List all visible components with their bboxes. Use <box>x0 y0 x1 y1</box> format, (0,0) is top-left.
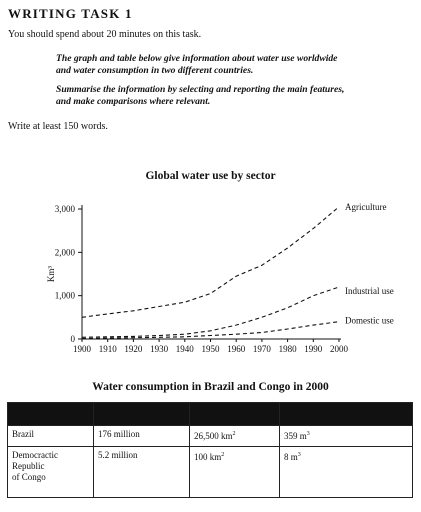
country-cell: Democractic Republic of Congo <box>7 446 94 498</box>
y-tick-label: 2,000 <box>55 247 76 257</box>
table-header-row <box>7 402 413 426</box>
water-per-person-cell: 8 m3 <box>279 446 413 498</box>
instruction-1-line-2: and water consumption in two different c… <box>56 64 254 76</box>
x-tick-label: 1900 <box>73 344 92 354</box>
y-tick-label: 1,000 <box>55 291 76 301</box>
instruction-1-line-1: The graph and table below give informati… <box>56 53 338 64</box>
time-note: You should spend about 20 minutes on thi… <box>8 29 202 40</box>
population-cell: 176 million <box>93 425 190 447</box>
header-cell <box>7 402 94 426</box>
x-tick-label: 1970 <box>253 344 272 354</box>
x-tick-label: 1980 <box>279 344 298 354</box>
table-title: Water consumption in Brazil and Congo in… <box>92 381 329 393</box>
line-chart: 0 1,000 2,000 3,000 1900 1910 1920 1930 1940 1950… <box>46 202 394 354</box>
water-per-person-cell: 359 m3 <box>279 425 413 447</box>
series-line-industrial-use <box>81 286 340 338</box>
header-cell <box>93 402 190 426</box>
header-cell <box>189 402 280 426</box>
x-tick-label: 1990 <box>304 344 323 354</box>
y-axis-label: Km³ <box>46 266 56 283</box>
chart-title: Global water use by sector <box>145 170 276 182</box>
series-label: Domestic use <box>345 316 394 326</box>
table-row: Democractic Republic of Congo 5.2 millio… <box>7 446 413 498</box>
x-tick-label: 1940 <box>176 344 195 354</box>
series-line-agriculture <box>81 206 340 318</box>
word-note: Write at least 150 words. <box>8 121 108 132</box>
x-tick-label: 1960 <box>227 344 246 354</box>
x-tick-label: 1910 <box>99 344 118 354</box>
x-tick-label: 1950 <box>202 344 221 354</box>
header-cell <box>279 402 413 426</box>
water-consumption-table: Brazil 176 million 26,500 km2 359 m3 Dem… <box>7 402 413 498</box>
instruction-2-line-2: and make comparisons where relevant. <box>56 95 211 107</box>
series-label: Agriculture <box>345 202 386 212</box>
table-row: Brazil 176 million 26,500 km2 359 m3 <box>7 425 413 447</box>
series-line-domestic-use <box>81 321 340 340</box>
irrigated-land-cell: 26,500 km2 <box>189 425 280 447</box>
population-cell: 5.2 million <box>93 446 190 498</box>
x-tick-label: 2000 <box>330 344 349 354</box>
y-tick-label: 3,000 <box>55 204 76 214</box>
instruction-2-line-1: Summarise the information by selecting a… <box>56 84 345 95</box>
x-tick-label: 1930 <box>150 344 169 354</box>
x-tick-label: 1920 <box>124 344 143 354</box>
series-label: Industrial use <box>345 286 394 296</box>
instruction-2: Summarise the information by selecting a… <box>56 84 406 107</box>
y-tick-label: 0 <box>71 334 76 344</box>
irrigated-land-cell: 100 km2 <box>189 446 280 498</box>
country-cell: Brazil <box>7 425 94 447</box>
task-heading: WRITING TASK 1 <box>8 6 133 21</box>
instruction-1: The graph and table below give informati… <box>56 53 406 76</box>
